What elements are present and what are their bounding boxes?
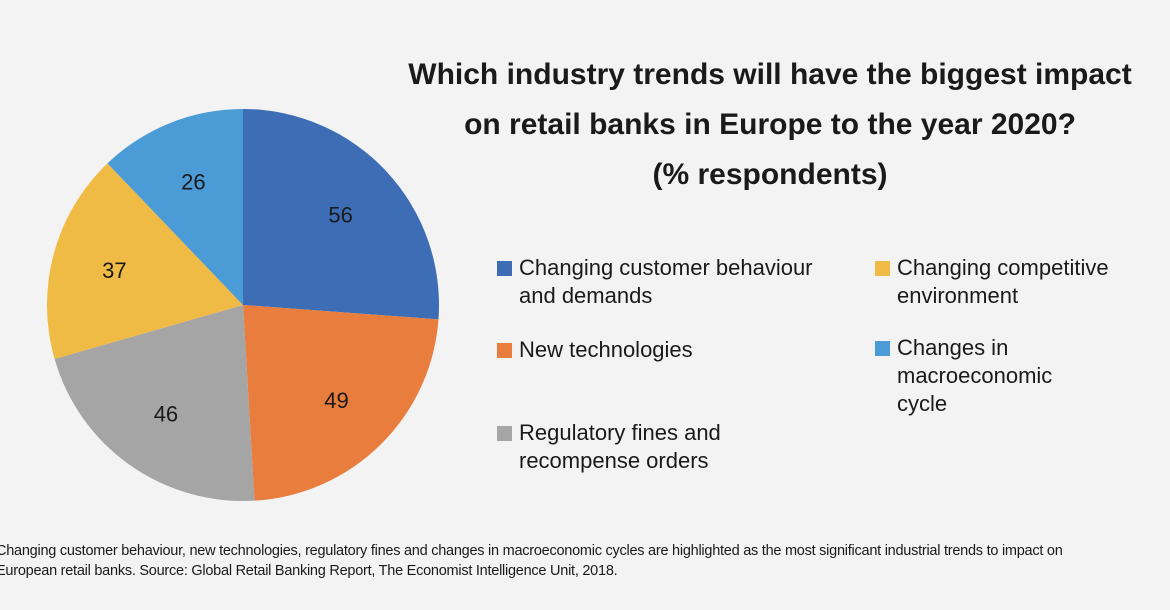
pie-data-label-competitive-environment: 37 <box>102 258 126 283</box>
legend-label: New technologies <box>519 337 693 362</box>
caption-line-1: Changing customer behaviour, new technol… <box>0 543 1063 559</box>
pie-slice-macroeconomic-cycle <box>107 109 243 305</box>
legend-item-macroeconomic-cycle: Changes in macroeconomic cycle <box>875 334 1155 418</box>
pie-data-label-macroeconomic-cycle: 26 <box>181 169 205 194</box>
legend-item-competitive-environment: Changing competitive environment <box>875 254 1155 310</box>
legend-label: Changing competitive environment <box>897 255 1109 308</box>
pie-slice-customer-behaviour <box>243 109 439 320</box>
pie-slice-regulatory-fines <box>54 305 255 501</box>
chart-title-line-3: (% respondents) <box>652 158 888 191</box>
chart-title-line-2: on retail banks in Europe to the year 20… <box>464 108 1076 141</box>
pie-data-label-regulatory-fines: 46 <box>154 402 178 427</box>
legend-swatch <box>497 261 512 276</box>
legend-swatch <box>497 426 512 441</box>
pie-data-label-customer-behaviour: 56 <box>328 202 352 227</box>
pie-chart: 56 49 46 37 26 <box>47 109 439 501</box>
legend-label: Regulatory fines and recompense orders <box>519 420 721 473</box>
caption-line-2: European retail banks. Source: Global Re… <box>0 563 618 579</box>
chart-title: Which industry trends will have the bigg… <box>385 50 1155 200</box>
legend-item-new-technologies: New technologies <box>497 336 857 364</box>
legend-label: Changes in macroeconomic cycle <box>897 335 1053 416</box>
legend-label: Changing customer behaviour and demands <box>519 255 813 308</box>
legend-item-regulatory-fines: Regulatory fines and recompense orders <box>497 419 857 475</box>
pie-data-label-new-technologies: 49 <box>324 388 348 413</box>
legend-swatch <box>875 341 890 356</box>
pie-slice-competitive-environment <box>47 163 243 359</box>
legend-swatch <box>497 343 512 358</box>
pie-slice-new-technologies <box>243 305 439 501</box>
legend-swatch <box>875 261 890 276</box>
figure-caption: Changing customer behaviour, new technol… <box>0 541 1166 581</box>
chart-title-line-1: Which industry trends will have the bigg… <box>408 58 1132 91</box>
legend-item-customer-behaviour: Changing customer behaviour and demands <box>497 254 857 310</box>
